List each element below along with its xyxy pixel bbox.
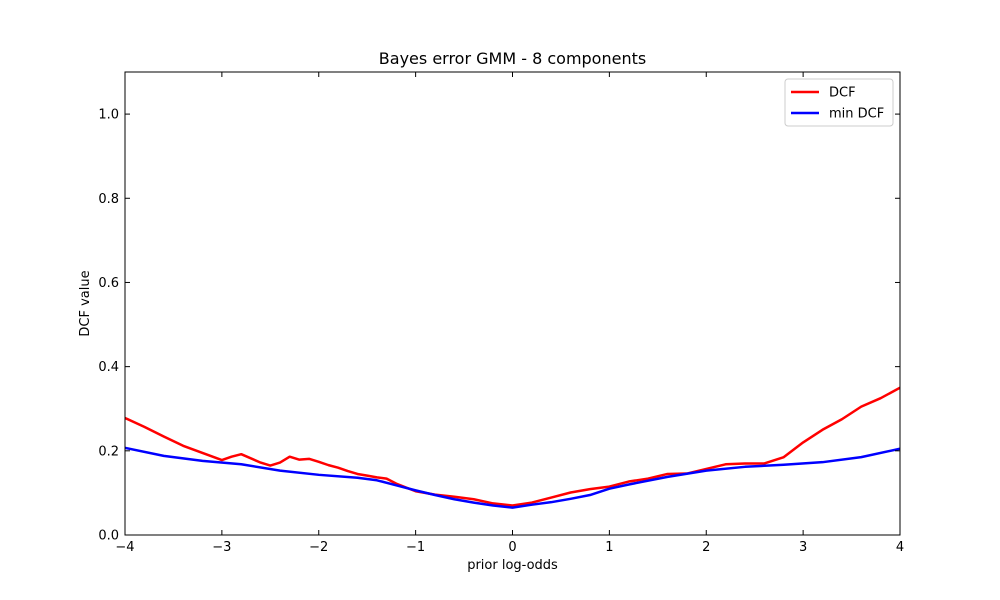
x-tick-label: −1 xyxy=(406,540,425,555)
legend-label-dcf: DCF xyxy=(829,86,856,101)
x-tick-label: 2 xyxy=(702,540,710,555)
y-tick-label: 0.0 xyxy=(98,529,119,544)
y-axis-label: DCF value xyxy=(78,270,93,336)
y-tick-label: 0.2 xyxy=(98,444,119,459)
x-tick-label: 1 xyxy=(605,540,613,555)
x-tick-label: −3 xyxy=(212,540,231,555)
x-tick-label: −2 xyxy=(309,540,328,555)
series-line-min-dcf xyxy=(125,446,900,509)
y-tick-label: 0.8 xyxy=(98,192,119,207)
x-tick-label: −4 xyxy=(115,540,134,555)
x-tick-label: 3 xyxy=(799,540,807,555)
chart-title: Bayes error GMM - 8 components xyxy=(379,49,646,68)
x-tick-label: 0 xyxy=(508,540,516,555)
series-line-dcf xyxy=(125,386,900,507)
x-tick-label: 4 xyxy=(896,540,904,555)
legend: DCF min DCF xyxy=(784,78,894,127)
plot-area: −4 −3 −2 −1 0 1 2 3 4 0.0 0.2 0.4 0.6 0.8 1.0 xyxy=(98,71,904,555)
y-tick-label: 1.0 xyxy=(98,108,119,123)
legend-label-min-dcf: min DCF xyxy=(829,107,884,122)
y-tick-label: 0.4 xyxy=(98,360,119,375)
x-axis-label: prior log-odds xyxy=(467,558,558,573)
y-tick-label: 0.6 xyxy=(98,276,119,291)
